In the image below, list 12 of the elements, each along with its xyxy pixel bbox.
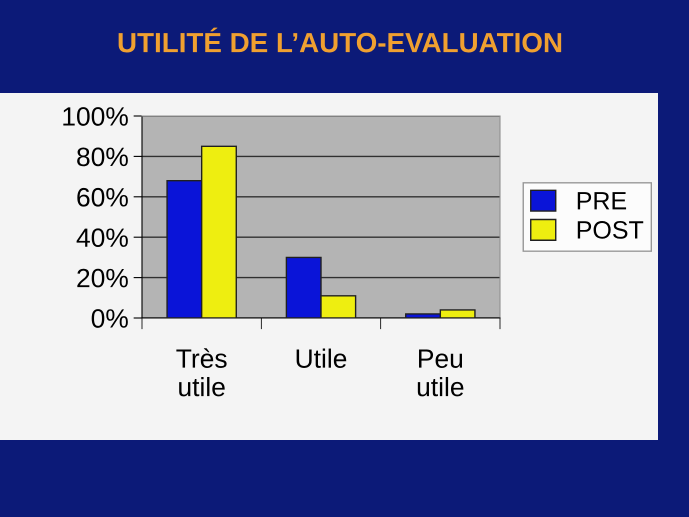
- y-tick-label: 0%: [92, 309, 128, 328]
- legend-label: POST: [578, 221, 644, 239]
- x-tick-label: Utile: [296, 348, 346, 368]
- x-tick-label: Très utile: [176, 348, 227, 396]
- legend-label: PRE: [578, 192, 626, 210]
- y-tick-label: 60%: [77, 188, 128, 207]
- x-tick-label: Peu utile: [418, 350, 464, 396]
- chart-title: UTILITÉ DE L’AUTO-EVALUATION: [118, 28, 562, 52]
- y-tick-label: 100%: [63, 107, 128, 126]
- y-tick-label: 40%: [76, 228, 128, 248]
- y-tick-label: 20%: [77, 268, 128, 288]
- y-tick-label: 80%: [77, 148, 128, 166]
